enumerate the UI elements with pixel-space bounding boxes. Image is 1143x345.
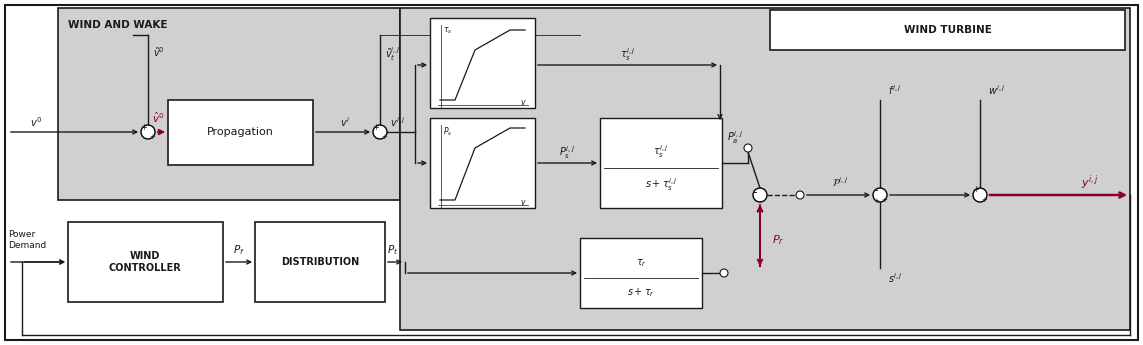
Text: +: + bbox=[381, 134, 387, 140]
Circle shape bbox=[744, 144, 752, 152]
Text: +: + bbox=[981, 197, 986, 203]
Text: -: - bbox=[753, 187, 758, 199]
Circle shape bbox=[973, 188, 988, 202]
Text: $\tau_s^{i,j}$: $\tau_s^{i,j}$ bbox=[653, 144, 669, 160]
Text: $P_a^{i,j}$: $P_a^{i,j}$ bbox=[727, 130, 743, 146]
Text: $\tilde{v}^0$: $\tilde{v}^0$ bbox=[153, 45, 165, 59]
Text: $s^{i,j}$: $s^{i,j}$ bbox=[888, 271, 903, 285]
Circle shape bbox=[753, 188, 767, 202]
Circle shape bbox=[373, 125, 387, 139]
Text: $P_s^{i,j}$: $P_s^{i,j}$ bbox=[559, 145, 575, 161]
Text: $v^{i,j}$: $v^{i,j}$ bbox=[390, 115, 406, 129]
Bar bbox=[430, 118, 535, 208]
Text: $v^i$: $v^i$ bbox=[339, 115, 350, 129]
Text: +: + bbox=[373, 122, 379, 131]
Text: -: - bbox=[759, 196, 764, 208]
Bar bbox=[770, 10, 1125, 50]
Text: $P_r$: $P_r$ bbox=[772, 233, 784, 247]
Text: +: + bbox=[881, 197, 887, 203]
Text: $\tilde{v}_t^{i,j}$: $\tilde{v}_t^{i,j}$ bbox=[385, 45, 400, 63]
Text: $P_f$: $P_f$ bbox=[233, 243, 245, 257]
Bar bbox=[58, 8, 400, 200]
Text: $v$: $v$ bbox=[520, 98, 527, 107]
Text: $\tau_s^{i,j}$: $\tau_s^{i,j}$ bbox=[621, 47, 636, 63]
Bar bbox=[67, 222, 223, 302]
Text: $P_s$: $P_s$ bbox=[443, 125, 453, 138]
Bar bbox=[580, 238, 702, 308]
Text: Power
Demand: Power Demand bbox=[8, 230, 46, 250]
Text: $y^{i,j}$: $y^{i,j}$ bbox=[1081, 174, 1098, 192]
Bar bbox=[600, 118, 722, 208]
Circle shape bbox=[720, 269, 728, 277]
Text: $v^0$: $v^0$ bbox=[30, 115, 42, 129]
Text: Propagation: Propagation bbox=[207, 127, 273, 137]
Text: $\mathcal{P}^{i,j}$: $\mathcal{P}^{i,j}$ bbox=[832, 175, 848, 189]
Text: $s+\tau_r$: $s+\tau_r$ bbox=[628, 287, 655, 299]
Text: $v$: $v$ bbox=[520, 198, 527, 207]
Circle shape bbox=[141, 125, 155, 139]
Bar bbox=[430, 18, 535, 108]
Text: $\tau_s$: $\tau_s$ bbox=[443, 25, 453, 36]
Bar bbox=[400, 8, 1130, 330]
Text: $s+\tau_s^{i,j}$: $s+\tau_s^{i,j}$ bbox=[645, 177, 678, 194]
Text: DISTRIBUTION: DISTRIBUTION bbox=[281, 257, 359, 267]
Text: +: + bbox=[141, 122, 147, 131]
Text: WIND TURBINE: WIND TURBINE bbox=[904, 25, 992, 35]
Bar bbox=[255, 222, 385, 302]
Bar bbox=[168, 100, 313, 165]
Text: +: + bbox=[873, 198, 879, 204]
Text: $\tau_r$: $\tau_r$ bbox=[636, 257, 647, 269]
Circle shape bbox=[796, 191, 804, 199]
Text: $w^{i,j}$: $w^{i,j}$ bbox=[988, 83, 1006, 97]
Text: +: + bbox=[973, 186, 980, 195]
Text: -: - bbox=[874, 185, 878, 195]
Text: $\hat{v}^0$: $\hat{v}^0$ bbox=[152, 111, 165, 125]
Text: +: + bbox=[149, 134, 155, 140]
Text: $P_t$: $P_t$ bbox=[387, 243, 399, 257]
Circle shape bbox=[873, 188, 887, 202]
Text: $f^{i,j}$: $f^{i,j}$ bbox=[888, 83, 902, 97]
Text: WIND AND WAKE: WIND AND WAKE bbox=[67, 20, 168, 30]
Text: WIND
CONTROLLER: WIND CONTROLLER bbox=[109, 251, 182, 273]
